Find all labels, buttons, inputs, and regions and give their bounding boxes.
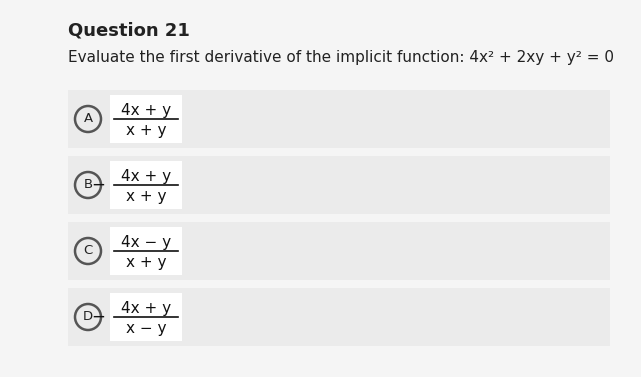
Text: −: − <box>91 176 105 194</box>
Text: x − y: x − y <box>126 320 166 336</box>
FancyBboxPatch shape <box>110 227 182 275</box>
FancyBboxPatch shape <box>110 95 182 143</box>
Text: 4x + y: 4x + y <box>121 169 171 184</box>
Text: x + y: x + y <box>126 254 166 270</box>
Text: 4x + y: 4x + y <box>121 300 171 316</box>
Text: x + y: x + y <box>126 123 166 138</box>
Text: 4x + y: 4x + y <box>121 103 171 118</box>
FancyBboxPatch shape <box>68 156 610 214</box>
FancyBboxPatch shape <box>68 222 610 280</box>
Text: x + y: x + y <box>126 188 166 204</box>
Text: Question 21: Question 21 <box>68 22 190 40</box>
Text: A: A <box>83 112 92 126</box>
FancyBboxPatch shape <box>110 293 182 341</box>
Text: −: − <box>91 308 105 326</box>
Text: 4x − y: 4x − y <box>121 234 171 250</box>
Text: Evaluate the first derivative of the implicit function: 4x² + 2xy + y² = 0: Evaluate the first derivative of the imp… <box>68 50 614 65</box>
Text: C: C <box>83 245 93 257</box>
Text: D: D <box>83 311 93 323</box>
FancyBboxPatch shape <box>68 288 610 346</box>
Text: B: B <box>83 178 92 192</box>
FancyBboxPatch shape <box>110 161 182 209</box>
FancyBboxPatch shape <box>68 90 610 148</box>
